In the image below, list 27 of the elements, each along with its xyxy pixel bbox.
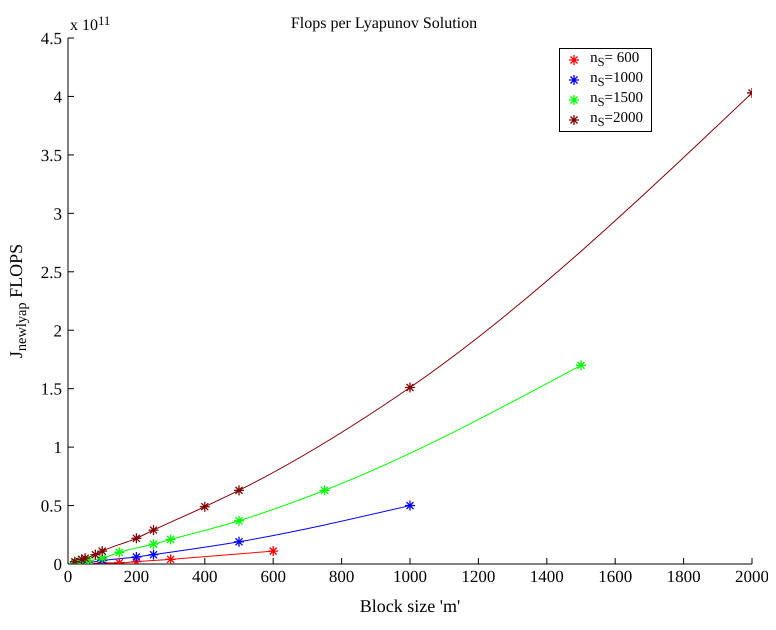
- y-tick-label: 4: [54, 87, 62, 106]
- x-tick-label: 400: [192, 567, 218, 586]
- x-tick-label: 200: [124, 567, 150, 586]
- x-tick-label: 2000: [735, 567, 769, 586]
- chart-title: Flops per Lyapunov Solution: [290, 15, 478, 32]
- y-tick-label: 0: [54, 555, 62, 574]
- legend-label: n$_{S}$=1500: [590, 90, 643, 110]
- y-tick-label: 3: [54, 204, 62, 224]
- y-tick-label: 2.5: [40, 262, 62, 282]
- legend-label: n$_{S}$=1000: [590, 70, 643, 90]
- x-tick-label: 600: [260, 567, 286, 586]
- y-tick-label: 1.5: [40, 380, 62, 399]
- y-tick-label: 2: [54, 321, 62, 340]
- text: x 10$^{11}$: [70, 14, 110, 34]
- x-tick-label: 1800: [666, 567, 701, 586]
- x-tick-label: 1400: [530, 567, 564, 586]
- y-tick-label: 4.5: [40, 29, 62, 48]
- x-tick-label: 1000: [393, 567, 427, 586]
- legend-label: n$_{S}$= 600: [590, 50, 640, 70]
- x-tick-label: 1600: [598, 567, 632, 586]
- legend-label: n$_{S}$=2000: [590, 110, 643, 130]
- y-tick-label: 0.5: [40, 496, 62, 516]
- y-tick-label: 3.5: [40, 146, 62, 165]
- x-tick-label: 800: [328, 567, 354, 586]
- x-tick-label: 1200: [461, 567, 496, 586]
- y-tick-label: 1: [54, 438, 62, 458]
- x-axis-title: Block size 'm': [360, 596, 460, 616]
